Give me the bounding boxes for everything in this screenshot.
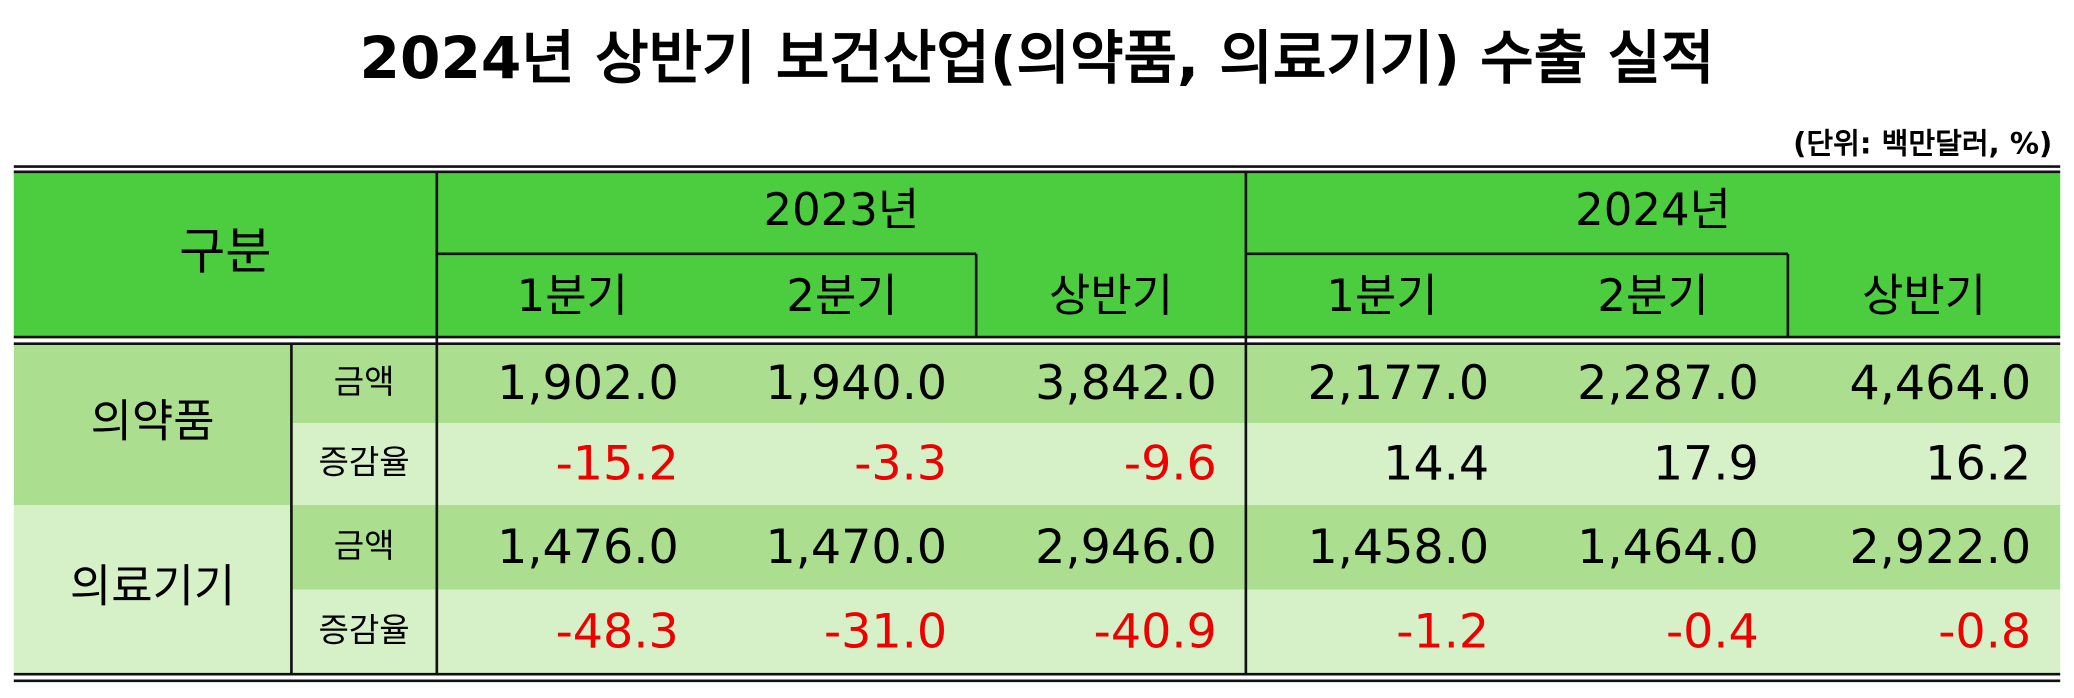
row-bg bbox=[291, 589, 2061, 675]
category-header: 구분 bbox=[179, 222, 271, 281]
cell-value: 3,842.0 bbox=[1035, 356, 1217, 411]
cell-value: 1,940.0 bbox=[765, 356, 947, 411]
cell-value: 2,287.0 bbox=[1577, 356, 1759, 411]
year-header: 2023년 bbox=[763, 183, 919, 236]
group-label: 의료기기 bbox=[70, 560, 235, 613]
unit-note: (단위: 백만달러, %) bbox=[1793, 126, 2052, 160]
cell-value: 17.9 bbox=[1653, 437, 1759, 492]
cell-value: -0.8 bbox=[1938, 605, 2031, 660]
cell-value: 2,922.0 bbox=[1850, 520, 2032, 575]
cell-value: 4,464.0 bbox=[1850, 356, 2032, 411]
cell-value: -1.2 bbox=[1396, 605, 1489, 660]
period-header: 1분기 bbox=[517, 269, 628, 322]
group-bg bbox=[13, 343, 292, 505]
group-bg bbox=[13, 504, 292, 675]
period-header: 상반기 bbox=[1049, 269, 1173, 322]
cell-value: -40.9 bbox=[1094, 605, 1217, 660]
year-header: 2024년 bbox=[1575, 183, 1731, 236]
cell-value: -31.0 bbox=[824, 605, 947, 660]
cell-value: 1,458.0 bbox=[1308, 520, 1490, 575]
period-header: 2분기 bbox=[786, 269, 897, 322]
cell-value: 2,946.0 bbox=[1035, 520, 1217, 575]
period-header: 2분기 bbox=[1597, 269, 1708, 322]
row-label: 증감율 bbox=[319, 443, 410, 482]
row-bg bbox=[291, 423, 2061, 505]
cell-value: -15.2 bbox=[556, 437, 679, 492]
row-bg bbox=[291, 343, 2061, 424]
grid-lines bbox=[13, 165, 2061, 683]
cell-value: 1,464.0 bbox=[1577, 520, 1759, 575]
cell-value: -3.3 bbox=[854, 437, 947, 492]
row-bg bbox=[291, 504, 2061, 590]
cell-value: -0.4 bbox=[1666, 605, 1759, 660]
row-label: 금액 bbox=[334, 362, 395, 401]
row-label: 금액 bbox=[334, 526, 395, 565]
title: 2024년 상반기 보건산업(의약품, 의료기기) 수출 실적 bbox=[360, 24, 1715, 92]
period-header: 상반기 bbox=[1862, 269, 1986, 322]
cell-value: 1,470.0 bbox=[765, 520, 947, 575]
row-label: 증감율 bbox=[319, 610, 410, 649]
cell-value: 2,177.0 bbox=[1308, 356, 1490, 411]
cell-value: 1,476.0 bbox=[497, 520, 679, 575]
cell-value: -48.3 bbox=[556, 605, 679, 660]
group-label: 의약품 bbox=[91, 394, 215, 447]
cell-value: 14.4 bbox=[1383, 437, 1489, 492]
period-header: 1분기 bbox=[1326, 269, 1437, 322]
cell-value: -9.6 bbox=[1124, 437, 1217, 492]
cell-value: 1,902.0 bbox=[497, 356, 679, 411]
cell-value: 16.2 bbox=[1925, 437, 2031, 492]
